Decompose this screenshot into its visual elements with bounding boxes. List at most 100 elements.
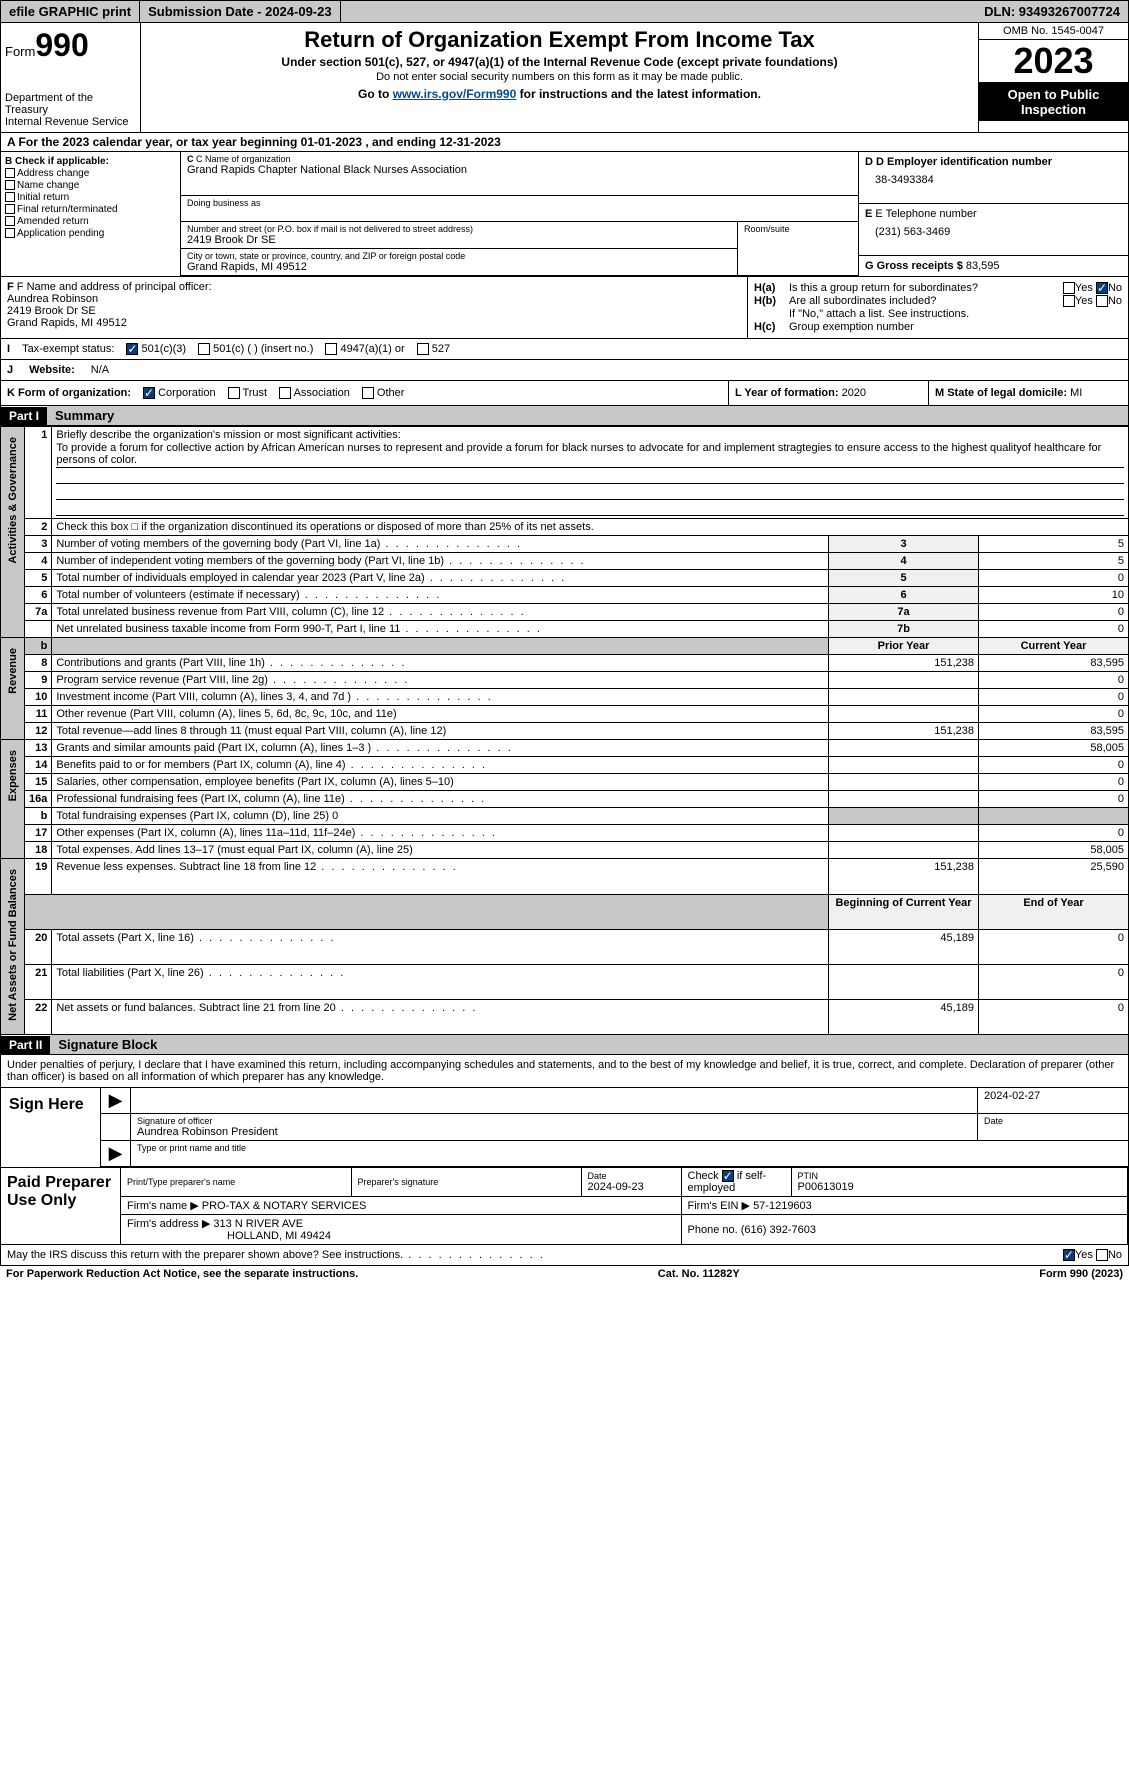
l21-text: Total liabilities (Part X, line 26) xyxy=(52,964,829,999)
cb-other[interactable] xyxy=(362,387,374,399)
l4-text: Number of independent voting members of … xyxy=(52,553,829,570)
ln-b: b xyxy=(25,638,52,655)
city-value: Grand Rapids, MI 49512 xyxy=(187,261,731,273)
bn-4: 4 xyxy=(829,553,979,570)
cb-address-change[interactable] xyxy=(5,168,15,178)
paid-preparer-block: Paid Preparer Use Only Print/Type prepar… xyxy=(0,1168,1129,1245)
hc-question: Group exemption number xyxy=(789,321,914,333)
sign-here-block: Sign Here ▶ 2024-02-27 Signature of offi… xyxy=(0,1088,1129,1168)
e17p xyxy=(829,825,979,842)
hb-yes-checkbox[interactable] xyxy=(1063,295,1075,307)
cb-527[interactable] xyxy=(417,343,429,355)
ln-12: 12 xyxy=(25,723,52,740)
no-label-2: No xyxy=(1108,295,1122,307)
open-to-public: Open to Public Inspection xyxy=(979,83,1128,121)
sig-officer-name: Aundrea Robinson President xyxy=(137,1126,971,1138)
prep-date: 2024-09-23 xyxy=(588,1181,675,1193)
check-label: Check xyxy=(688,1170,719,1182)
opt-amended: Amended return xyxy=(17,216,89,227)
c-name-lbl-txt: C Name of organization xyxy=(196,154,291,164)
l17-text: Other expenses (Part IX, column (A), lin… xyxy=(52,825,829,842)
cb-final-return[interactable] xyxy=(5,204,15,214)
section-b-through-g: B Check if applicable: Address change Na… xyxy=(0,152,1129,277)
opt-app-pending: Application pending xyxy=(17,228,104,239)
l10-text: Investment income (Part VIII, column (A)… xyxy=(52,689,829,706)
cb-4947[interactable] xyxy=(325,343,337,355)
d-ein-label: D D Employer identification number xyxy=(865,156,1122,168)
l9-text: Program service revenue (Part VIII, line… xyxy=(52,672,829,689)
l14-text: Benefits paid to or for members (Part IX… xyxy=(52,757,829,774)
cb-amended-return[interactable] xyxy=(5,216,15,226)
g-gross-label: G Gross receipts $ xyxy=(865,260,963,272)
form-number: 990 xyxy=(35,27,88,63)
pra-notice: For Paperwork Reduction Act Notice, see … xyxy=(6,1268,358,1280)
ha-no-checkbox[interactable] xyxy=(1096,282,1108,294)
cb-initial-return[interactable] xyxy=(5,192,15,202)
ln-9: 9 xyxy=(25,672,52,689)
firm-ein-label: Firm's EIN xyxy=(688,1200,739,1212)
opt-501c3: 501(c)(3) xyxy=(141,343,186,355)
cb-self-employed[interactable] xyxy=(722,1170,734,1182)
cb-name-change[interactable] xyxy=(5,180,15,190)
cb-association[interactable] xyxy=(279,387,291,399)
e18p xyxy=(829,842,979,859)
ln-3: 3 xyxy=(25,536,52,553)
cb-corporation[interactable] xyxy=(143,387,155,399)
l18-text: Total expenses. Add lines 13–17 (must eq… xyxy=(52,842,829,859)
ln-16a: 16a xyxy=(25,791,52,808)
ln-17: 17 xyxy=(25,825,52,842)
e16c: 0 xyxy=(979,791,1129,808)
opt-initial-return: Initial return xyxy=(17,192,69,203)
irs-link[interactable]: www.irs.gov/Form990 xyxy=(393,87,517,101)
hb-question: Are all subordinates included? xyxy=(789,295,936,307)
opt-501c: 501(c) ( ) (insert no.) xyxy=(213,343,313,355)
r10p xyxy=(829,689,979,706)
opt-assoc: Association xyxy=(294,387,350,399)
ln-22: 22 xyxy=(25,1000,52,1035)
part-1-header: Part I Summary xyxy=(0,406,1129,426)
cb-app-pending[interactable] xyxy=(5,228,15,238)
street-value: 2419 Brook Dr SE xyxy=(187,234,731,246)
l-label: L Year of formation: xyxy=(735,387,839,399)
n22b: 45,189 xyxy=(829,1000,979,1035)
l5-text: Total number of individuals employed in … xyxy=(52,570,829,587)
part-2-num: Part II xyxy=(1,1036,50,1054)
city-label: City or town, state or province, country… xyxy=(187,251,731,261)
mission-text: To provide a forum for collective action… xyxy=(56,441,1124,468)
hb-note: If "No," attach a list. See instructions… xyxy=(789,308,969,320)
dln: DLN: 93493267007724 xyxy=(976,1,1128,22)
e13p xyxy=(829,740,979,757)
ptin-label: PTIN xyxy=(798,1171,1122,1181)
hdr-prior: Prior Year xyxy=(829,638,979,655)
v7b: 0 xyxy=(979,621,1129,638)
discuss-no: No xyxy=(1108,1249,1122,1261)
e15p xyxy=(829,774,979,791)
opt-527: 527 xyxy=(432,343,450,355)
hdr-end: End of Year xyxy=(979,894,1129,929)
cb-501c3[interactable] xyxy=(126,343,138,355)
hb-label: H(b) xyxy=(754,295,789,307)
row-i-tax-exempt: I Tax-exempt status: 501(c)(3) 501(c) ( … xyxy=(0,339,1129,360)
l7b-text: Net unrelated business taxable income fr… xyxy=(52,621,829,638)
goto-line: Go to www.irs.gov/Form990 for instructio… xyxy=(145,87,974,101)
l2-text: Check this box □ if the organization dis… xyxy=(52,519,1129,536)
ln-19: 19 xyxy=(25,859,52,894)
hb-no-checkbox[interactable] xyxy=(1096,295,1108,307)
l8-text: Contributions and grants (Part VIII, lin… xyxy=(52,655,829,672)
form-header: Form990 Department of the Treasury Inter… xyxy=(0,23,1129,133)
discuss-no-checkbox[interactable] xyxy=(1096,1249,1108,1261)
r11c: 0 xyxy=(979,706,1129,723)
discuss-yes-checkbox[interactable] xyxy=(1063,1249,1075,1261)
e19p: 151,238 xyxy=(829,859,979,894)
cb-trust[interactable] xyxy=(228,387,240,399)
sign-here-label: Sign Here xyxy=(1,1088,101,1167)
ha-yes-checkbox[interactable] xyxy=(1063,282,1075,294)
part-1-title: Summary xyxy=(47,406,1128,425)
ln-15: 15 xyxy=(25,774,52,791)
officer-city: Grand Rapids, MI 49512 xyxy=(7,317,741,329)
opt-address-change: Address change xyxy=(17,168,89,179)
prep-date-label: Date xyxy=(588,1171,675,1181)
cb-501c[interactable] xyxy=(198,343,210,355)
cat-number: Cat. No. 11282Y xyxy=(658,1268,740,1280)
prep-sig-label: Preparer's signature xyxy=(358,1177,575,1187)
